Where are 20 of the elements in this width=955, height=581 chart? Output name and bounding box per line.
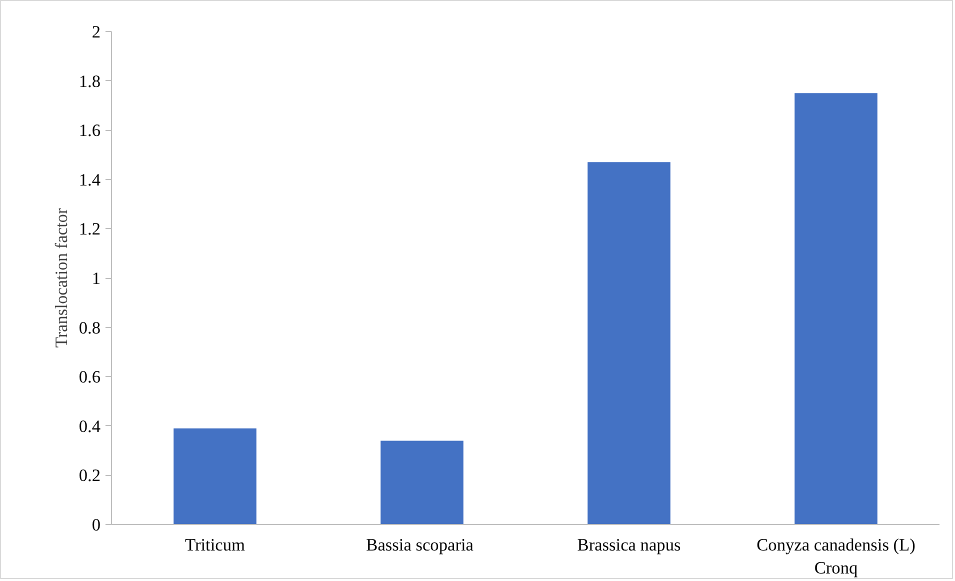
y-tick-label: 0 — [92, 516, 101, 534]
y-tick-label: 0.6 — [78, 368, 101, 387]
y-tick-label: 1.6 — [78, 121, 101, 140]
y-tick-label: 0.2 — [78, 466, 101, 486]
bar — [174, 428, 256, 524]
bar — [794, 93, 878, 524]
y-tick-label: 0.4 — [78, 416, 101, 436]
y-tick-label: 1.2 — [78, 220, 101, 239]
y-tick-label: 0.8 — [78, 318, 101, 338]
bar — [588, 162, 670, 524]
y-axis-title: Translocation factor — [52, 208, 71, 348]
y-tick-label: 1 — [92, 269, 101, 288]
y-tick-label: 2 — [92, 22, 101, 42]
x-tick-label: Bassia scoparia — [366, 536, 474, 554]
y-tick-label: 1.8 — [78, 72, 101, 91]
y-tick-label: 1.4 — [78, 170, 101, 190]
x-tick-label: Brassica napus — [577, 536, 681, 554]
x-tick-label: Triticum — [184, 536, 246, 554]
bar — [380, 440, 464, 524]
x-tick-label: Conyza canadensis (L) Cronq — [756, 536, 916, 578]
